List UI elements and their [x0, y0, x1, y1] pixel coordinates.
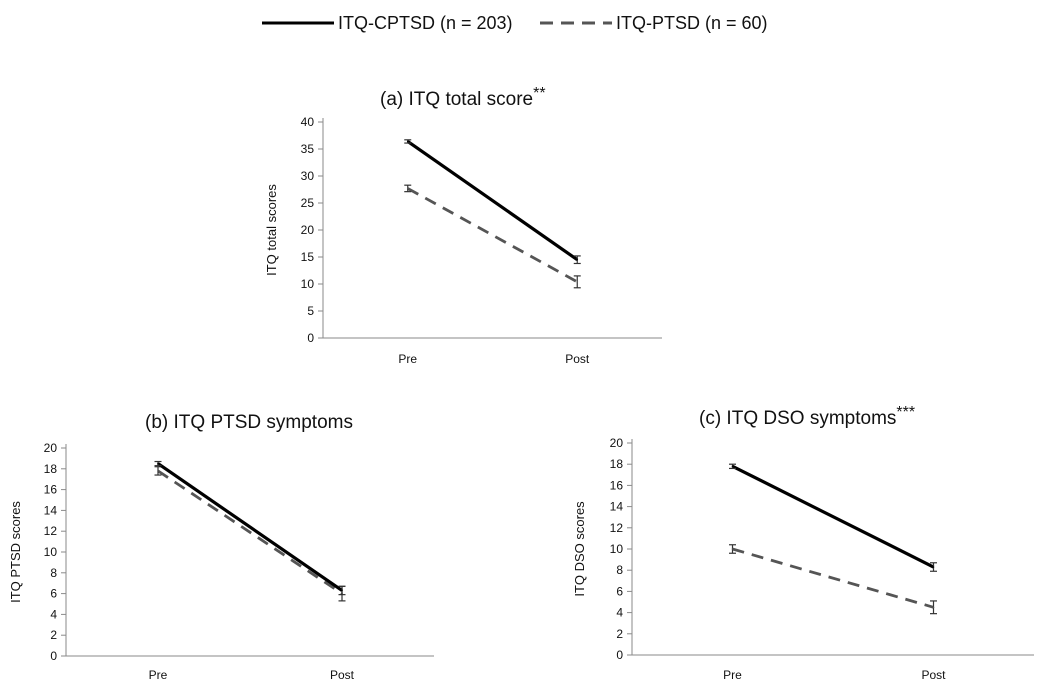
chart-c-y-tick-label: 2	[616, 627, 623, 641]
chart-c-y-tick-label: 18	[610, 457, 624, 471]
chart-b-x-tick-label: Post	[330, 668, 355, 682]
chart-a-x-tick-label: Pre	[398, 352, 417, 366]
chart-b-y-tick-label: 10	[44, 545, 58, 559]
chart-a-x-tick-label: Post	[565, 352, 590, 366]
chart-b-y-tick-label: 12	[44, 524, 58, 538]
chart-c-y-tick-label: 10	[610, 542, 624, 556]
chart-b-series-line-ptsd	[157, 469, 343, 595]
chart-b-y-tick-label: 14	[44, 503, 58, 517]
chart-c-series-line-cptsd	[731, 464, 935, 569]
chart-b-y-tick-label: 8	[50, 566, 57, 580]
chart-a-y-tick-label: 0	[307, 331, 314, 345]
legend-label-cptsd: ITQ-CPTSD (n = 203)	[338, 13, 513, 33]
chart-a-y-tick-label: 20	[301, 223, 315, 237]
chart-a-data-point-cptsd	[576, 258, 579, 261]
chart-c-x-tick-label: Pre	[723, 668, 742, 682]
chart-c-series-line-ptsd	[732, 547, 934, 609]
legend-item-ptsd: ITQ-PTSD (n = 60)	[540, 13, 768, 33]
chart-b-y-tick-label: 6	[50, 587, 57, 601]
chart-c-y-tick-label: 4	[616, 606, 623, 620]
chart-c-data-point-cptsd	[932, 566, 935, 568]
chart-b-data-point-cptsd	[341, 589, 343, 592]
chart-a-data-point-cptsd	[406, 140, 409, 143]
chart-a-y-tick-label: 35	[301, 142, 315, 156]
chart-c-y-tick-label: 0	[616, 648, 623, 662]
chart-c-y-tick-label: 14	[610, 500, 624, 514]
chart-b-title: (b) ITQ PTSD symptoms	[145, 412, 353, 433]
chart-b-data-point-cptsd	[157, 462, 159, 465]
chart-a-significance-marker: **	[533, 85, 545, 102]
chart-a-data-point-ptsd	[406, 187, 409, 190]
chart-a-y-tick-label: 5	[307, 304, 314, 318]
chart-c-itq-dso-symptoms: (c) ITQ DSO symptoms*** 0 2 4 6 8 10 12 14 16 18 20…	[572, 404, 1034, 682]
chart-c-y-tick-label: 20	[610, 436, 624, 450]
legend-item-cptsd: ITQ-CPTSD (n = 203)	[262, 13, 513, 33]
chart-c-data-point-cptsd	[731, 465, 734, 468]
chart-a-y-tick-label: 10	[301, 277, 315, 291]
legend-label-ptsd: ITQ-PTSD (n = 60)	[616, 13, 768, 33]
chart-a-data-point-ptsd	[576, 281, 579, 283]
chart-c-y-tick-label: 16	[610, 478, 624, 492]
chart-c-x-tick-label: Post	[921, 668, 946, 682]
chart-b-y-tick-label: 0	[50, 649, 57, 663]
chart-b-itq-ptsd-symptoms: (b) ITQ PTSD symptoms 0 2 4 6 8 10 12 14 16 18 20 Pr…	[8, 412, 434, 682]
chart-c-data-point-ptsd	[731, 548, 734, 550]
chart-c-y-axis-label: ITQ DSO scores	[572, 501, 587, 597]
chart-a-y-tick-label: 30	[301, 169, 315, 183]
chart-legend: ITQ-CPTSD (n = 203) ITQ-PTSD (n = 60)	[262, 13, 768, 33]
chart-a-y-tick-label: 40	[301, 115, 315, 129]
chart-c-significance-marker: ***	[896, 404, 915, 421]
chart-c-title-text: (c) ITQ DSO symptoms	[699, 408, 896, 429]
chart-b-y-tick-label: 18	[44, 462, 58, 476]
chart-a-y-tick-label: 25	[301, 196, 315, 210]
chart-c-title: (c) ITQ DSO symptoms***	[699, 404, 915, 429]
chart-b-x-tick-label: Pre	[149, 668, 168, 682]
chart-a-title-text: (a) ITQ total score	[380, 89, 533, 110]
chart-a-y-tick-label: 15	[301, 250, 315, 264]
chart-a-y-axis-label: ITQ total scores	[264, 184, 279, 276]
chart-c-y-tick-label: 6	[616, 584, 623, 598]
chart-b-title-text: (b) ITQ PTSD symptoms	[145, 412, 353, 433]
chart-b-y-tick-label: 20	[44, 441, 58, 455]
chart-b-y-tick-label: 2	[50, 628, 57, 642]
chart-b-series-line-cptsd	[157, 462, 343, 592]
chart-b-data-point-ptsd	[157, 470, 159, 472]
chart-a-series-line-cptsd	[406, 140, 579, 262]
chart-b-y-tick-label: 4	[50, 607, 57, 621]
chart-a-itq-total-score: (a) ITQ total score** 0 5 10 15 20 25 30 35 40 Pre…	[264, 85, 662, 366]
chart-b-y-tick-label: 16	[44, 483, 58, 497]
chart-a-title: (a) ITQ total score**	[380, 85, 546, 110]
chart-c-y-tick-label: 12	[610, 521, 624, 535]
chart-b-y-axis-label: ITQ PTSD scores	[8, 501, 23, 603]
chart-c-data-point-ptsd	[932, 606, 935, 609]
chart-c-y-tick-label: 8	[616, 563, 623, 577]
chart-a-series-line-ptsd	[407, 187, 578, 284]
